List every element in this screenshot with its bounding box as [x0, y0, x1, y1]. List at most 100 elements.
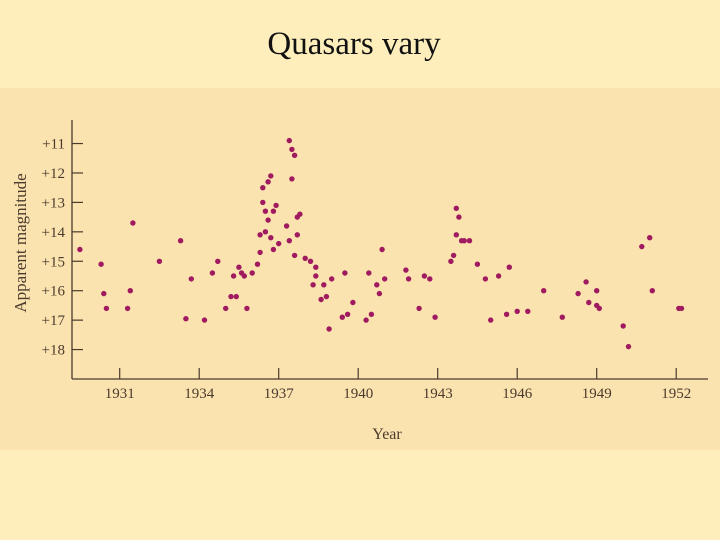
slide-title: Quasars vary: [267, 26, 441, 62]
data-point: [350, 299, 356, 306]
data-point: [201, 317, 208, 323]
data-point: [127, 288, 133, 294]
data-point: [130, 220, 136, 226]
data-point: [625, 343, 632, 350]
data-point: [559, 314, 565, 320]
data-point: [321, 282, 327, 288]
data-point: [249, 270, 255, 276]
data-point: [488, 317, 494, 323]
data-point: [503, 311, 510, 317]
data-point: [541, 288, 547, 294]
data-point: [313, 264, 319, 270]
y-tick-label: +12: [42, 166, 65, 182]
data-point: [379, 246, 385, 253]
data-point: [254, 261, 261, 267]
data-point: [326, 326, 332, 332]
data-point: [98, 261, 104, 267]
x-tick-label: 1931: [105, 386, 135, 402]
data-point: [583, 279, 589, 285]
y-tick-label: +15: [42, 254, 65, 270]
data-point: [260, 199, 266, 206]
data-point: [270, 246, 277, 253]
x-tick-label: 1937: [264, 386, 295, 402]
y-axis-label: Apparent magnitude: [11, 173, 30, 312]
data-point: [620, 323, 626, 329]
data-point: [268, 173, 274, 179]
data-point: [432, 314, 438, 320]
data-point: [262, 208, 269, 214]
data-point: [260, 185, 266, 191]
data-point: [291, 252, 298, 259]
data-point: [291, 152, 298, 158]
data-point: [286, 238, 292, 244]
data-point: [678, 305, 685, 312]
data-point: [639, 243, 645, 250]
data-point: [366, 270, 372, 276]
data-point: [265, 217, 271, 223]
data-point: [289, 146, 295, 153]
x-tick-label: 1934: [184, 386, 215, 402]
data-point: [215, 258, 221, 264]
y-tick-label: +13: [42, 195, 65, 211]
y-tick-label: +14: [42, 225, 66, 241]
data-point: [209, 270, 216, 276]
data-point: [283, 223, 290, 229]
data-point-group: [77, 137, 685, 350]
light-curve-chart: +11 +12 +13 +14 +15 +16 +17 +18 1931 1934 1937 194…: [11, 120, 708, 443]
data-point: [257, 232, 263, 238]
data-point: [474, 261, 481, 267]
data-point: [297, 211, 303, 217]
y-tick-group: +11 +12 +13 +14 +15 +16 +17 +18: [42, 137, 83, 359]
data-point: [103, 305, 110, 312]
data-point: [177, 238, 184, 244]
x-tick-label: 1949: [582, 386, 612, 402]
data-point: [376, 290, 383, 297]
data-point: [286, 137, 292, 144]
x-tick-label: 1946: [502, 386, 533, 402]
data-point: [363, 317, 369, 323]
data-point: [594, 288, 600, 294]
data-point: [101, 290, 107, 297]
data-point: [233, 293, 239, 300]
data-point: [318, 296, 324, 303]
data-point: [302, 255, 308, 261]
data-point: [649, 288, 655, 294]
data-point: [230, 273, 237, 279]
data-point: [329, 276, 335, 282]
data-point: [514, 308, 520, 314]
figure-panel: +11 +12 +13 +14 +15 +16 +17 +18 1931 1934 1937 194…: [0, 88, 720, 450]
data-point: [268, 235, 274, 241]
data-point: [575, 290, 581, 297]
data-point: [244, 305, 250, 312]
data-point: [183, 316, 189, 322]
data-point: [339, 314, 345, 320]
data-point: [453, 205, 459, 211]
data-point: [456, 214, 462, 220]
data-point: [461, 238, 467, 244]
data-point: [228, 293, 234, 300]
data-point: [382, 276, 388, 282]
data-point: [482, 276, 489, 282]
data-point: [448, 258, 454, 264]
x-tick-label: 1940: [343, 386, 373, 402]
data-point: [273, 202, 279, 209]
y-tick-label: +17: [42, 313, 66, 329]
data-point: [262, 229, 269, 235]
data-point: [188, 276, 194, 282]
data-point: [596, 305, 602, 312]
data-point: [342, 270, 348, 276]
data-point: [427, 276, 433, 282]
data-point: [289, 176, 295, 182]
data-point: [405, 276, 412, 282]
data-point: [416, 305, 422, 312]
data-point: [323, 293, 330, 300]
data-point: [525, 308, 531, 314]
data-point: [344, 311, 351, 317]
x-tick-label: 1952: [661, 386, 691, 402]
data-point: [421, 273, 428, 279]
data-point: [506, 264, 512, 270]
y-tick-label: +16: [42, 284, 66, 300]
x-axis-label: Year: [372, 426, 402, 443]
data-point: [313, 273, 319, 279]
data-point: [466, 238, 473, 244]
